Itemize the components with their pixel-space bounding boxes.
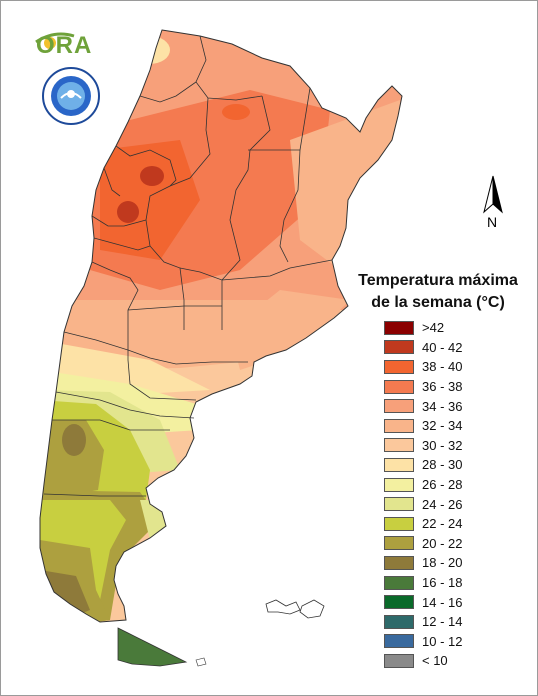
north-arrow: N: [478, 174, 508, 234]
legend-swatch: [384, 516, 414, 531]
legend-label: 40 - 42: [422, 339, 463, 355]
legend-item: 10 - 12: [384, 632, 462, 652]
legend-item: 26 - 28: [384, 475, 462, 495]
legend-label: < 10: [422, 653, 448, 669]
legend: Temperatura máxima de la semana (°C) >42…: [343, 270, 533, 668]
legend-item: 24 - 26: [384, 494, 462, 514]
legend-swatch: [384, 614, 414, 629]
legend-item: 38 - 40: [384, 357, 462, 377]
legend-label: 38 - 40: [422, 359, 463, 375]
legend-label: >42: [422, 320, 445, 336]
ora-logo-text: ORA: [36, 32, 93, 59]
legend-label: 26 - 28: [422, 477, 463, 493]
legend-item: 16 - 18: [384, 573, 462, 593]
legend-item: 12 - 14: [384, 612, 462, 632]
legend-swatch: [384, 457, 414, 472]
argentina-outline: [39, 29, 403, 623]
tierra-del-fuego: [118, 628, 186, 666]
legend-label: 34 - 36: [422, 398, 463, 414]
legend-swatch: [384, 438, 414, 453]
legend-item: 18 - 20: [384, 553, 462, 573]
legend-item: 32 - 34: [384, 416, 462, 436]
legend-swatch: [384, 595, 414, 610]
legend-item: 40 - 42: [384, 338, 462, 358]
legend-item: 22 - 24: [384, 514, 462, 534]
legend-item: 36 - 38: [384, 377, 462, 397]
legend-title-line2: de la semana (°C): [371, 294, 505, 311]
legend-item: 14 - 16: [384, 592, 462, 612]
legend-swatch: [384, 379, 414, 394]
smn-logo-mark: [42, 67, 100, 125]
legend-label: 10 - 12: [422, 633, 463, 649]
province-borders: [43, 35, 333, 497]
legend-title-line1: Temperatura máxima: [358, 272, 518, 289]
ora-logo: ORA: [34, 28, 106, 60]
legend-swatch: [384, 477, 414, 492]
legend-label: 32 - 34: [422, 418, 463, 434]
legend-swatch: [384, 497, 414, 512]
smn-logo: [41, 66, 101, 126]
legend-item: 34 - 36: [384, 396, 462, 416]
north-arrow-icon: [483, 175, 503, 214]
legend-swatch: [384, 399, 414, 414]
legend-label: 30 - 32: [422, 437, 463, 453]
legend-label: 24 - 26: [422, 496, 463, 512]
legend-label: 20 - 22: [422, 535, 463, 551]
legend-item: 30 - 32: [384, 436, 462, 456]
legend-label: 28 - 30: [422, 457, 463, 473]
malvinas-islands: [195, 599, 325, 667]
legend-swatch: [384, 555, 414, 570]
legend-swatch: [384, 418, 414, 433]
legend-swatch: [384, 653, 414, 668]
legend-item: 20 - 22: [384, 534, 462, 554]
legend-swatch: [384, 575, 414, 590]
legend-swatch: [384, 320, 414, 335]
legend-swatch: [384, 634, 414, 649]
north-label: N: [487, 214, 498, 230]
legend-label: 36 - 38: [422, 379, 463, 395]
legend-label: 14 - 16: [422, 594, 463, 610]
legend-swatch: [384, 536, 414, 551]
legend-item: >42: [384, 318, 462, 338]
legend-items: >42 40 - 42 38 - 40 36 - 38 34 - 36 32 - 34 30…: [384, 318, 462, 671]
legend-item: 28 - 30: [384, 455, 462, 475]
legend-label: 12 - 14: [422, 614, 463, 630]
legend-swatch: [384, 340, 414, 355]
legend-label: 18 - 20: [422, 555, 463, 571]
legend-item: < 10: [384, 651, 462, 671]
legend-label: 16 - 18: [422, 575, 463, 591]
ora-logo-mark: [35, 32, 75, 49]
legend-label: 22 - 24: [422, 516, 463, 532]
legend-swatch: [384, 359, 414, 374]
